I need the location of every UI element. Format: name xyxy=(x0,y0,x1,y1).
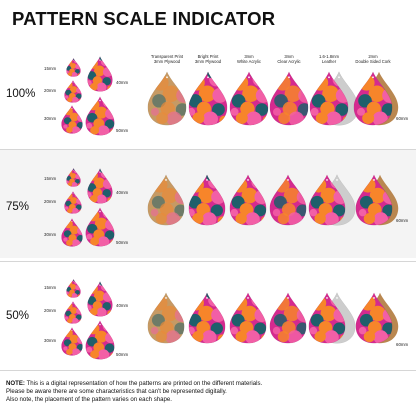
size-label-15mm: 15mm xyxy=(44,176,57,181)
material-white-acrylic xyxy=(229,71,269,126)
size-label-50mm: 50mm xyxy=(116,240,129,245)
size-label-60mm: 60mm xyxy=(396,342,409,347)
material-bright-plywood xyxy=(188,174,226,226)
size-label-60mm: 60mm xyxy=(396,116,409,121)
size-label-40mm: 40mm xyxy=(116,80,129,85)
material-clear-acrylic xyxy=(269,174,307,226)
header-clear-acrylic: 3mm Clear Acrylic xyxy=(277,54,301,64)
sample-drop-50mm xyxy=(85,207,115,247)
size-label-50mm: 50mm xyxy=(116,352,129,357)
sample-drop-20mm xyxy=(64,191,82,214)
material-clear-acrylic xyxy=(269,71,309,126)
sample-drop-30mm xyxy=(61,327,83,356)
size-label-15mm: 15mm xyxy=(44,66,57,71)
material-bright-plywood xyxy=(188,71,228,126)
material-leather-front xyxy=(308,292,346,344)
material-transparent-plywood xyxy=(147,292,185,344)
material-bright-plywood xyxy=(188,292,226,344)
material-leather-front xyxy=(309,71,349,126)
note-line-1: This is a digital representation of how … xyxy=(26,380,263,387)
scale-label-100: 100% xyxy=(6,88,36,100)
band-divider xyxy=(0,149,416,150)
page-title: PATTERN SCALE INDICATOR xyxy=(12,8,276,29)
header-white-acrylic: 3mm White Acrylic xyxy=(237,54,261,64)
material-double-sided-cork xyxy=(355,174,393,226)
header-leather: 1.6-1.8mm Leather xyxy=(318,54,339,64)
size-label-15mm: 15mm xyxy=(44,285,57,290)
sample-drop-40mm xyxy=(87,168,113,204)
size-label-40mm: 40mm xyxy=(116,190,129,195)
header-transparent-plywood: Transparent Print 3mm Plywood xyxy=(150,54,184,64)
sample-drop-30mm xyxy=(61,218,83,247)
size-label-20mm: 20mm xyxy=(44,199,57,204)
size-label-50mm: 50mm xyxy=(116,128,129,133)
sample-drop-15mm xyxy=(66,279,81,298)
sample-drop-15mm xyxy=(66,58,81,77)
material-leather-front xyxy=(308,174,346,226)
band-divider xyxy=(0,261,416,262)
size-label-40mm: 40mm xyxy=(116,303,129,308)
material-transparent-plywood xyxy=(147,71,187,126)
sample-drop-40mm xyxy=(87,281,113,317)
size-label-30mm: 30mm xyxy=(44,338,57,343)
sample-drop-30mm xyxy=(61,105,83,134)
size-label-20mm: 20mm xyxy=(44,308,57,313)
size-label-60mm: 60mm xyxy=(396,218,409,223)
sample-drop-20mm xyxy=(64,80,82,103)
note-label: NOTE: xyxy=(6,380,25,387)
size-label-30mm: 30mm xyxy=(44,232,57,237)
scale-label-50: 50% xyxy=(6,310,30,322)
material-clear-acrylic xyxy=(269,292,307,344)
material-double-sided-cork xyxy=(355,292,393,344)
sample-drop-40mm xyxy=(87,56,113,92)
size-label-20mm: 20mm xyxy=(44,88,57,93)
band-divider xyxy=(0,370,416,371)
sample-drop-50mm xyxy=(85,96,115,136)
sample-drop-50mm xyxy=(85,320,115,360)
header-bright-plywood: Bright Print 3mm Plywood xyxy=(194,54,222,64)
sample-drop-15mm xyxy=(66,168,81,187)
sample-drop-20mm xyxy=(64,301,82,324)
disclaimer-note: NOTE: This is a digital representation o… xyxy=(6,380,410,404)
material-double-sided-cork xyxy=(353,71,393,126)
material-white-acrylic xyxy=(229,174,267,226)
note-line-2: Please be aware there are some character… xyxy=(6,388,227,395)
header-double-sided-cork: 2mm Double Sided Cork xyxy=(355,54,391,64)
size-label-30mm: 30mm xyxy=(44,116,57,121)
material-transparent-plywood xyxy=(147,174,185,226)
note-line-3: Also note, the placement of the pattern … xyxy=(6,396,172,403)
scale-label-75: 75% xyxy=(6,201,30,213)
material-white-acrylic xyxy=(229,292,267,344)
